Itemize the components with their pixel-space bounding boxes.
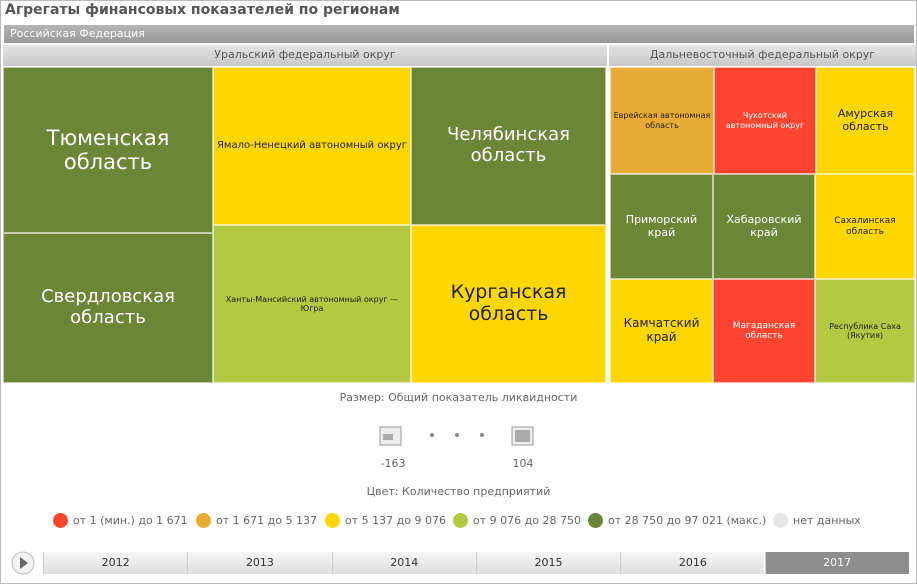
treemap-tile[interactable]: Республика Саха (Якутия) xyxy=(815,279,915,383)
treemap-tile[interactable]: Челябинская область xyxy=(411,67,606,225)
year-cell[interactable]: 2015 xyxy=(475,552,621,574)
legend-swatch xyxy=(196,513,211,528)
treemap-tile[interactable]: Амурская область xyxy=(816,67,915,174)
group-header[interactable]: Дальневосточный федеральный округ xyxy=(609,45,916,66)
legend-item[interactable]: от 1 671 до 5 137 xyxy=(196,513,317,528)
page-title: Агрегаты финансовых показателей по регио… xyxy=(5,2,400,18)
treemap-tile[interactable]: Ханты-Мансийский автономный округ — Югра xyxy=(213,225,411,383)
legend-label: от 1 671 до 5 137 xyxy=(216,514,317,527)
legend-item[interactable]: от 9 076 до 28 750 xyxy=(453,513,581,528)
treemap-tile[interactable]: Приморский край xyxy=(610,174,713,279)
legend-label: от 9 076 до 28 750 xyxy=(473,514,581,527)
legend-swatch xyxy=(773,513,788,528)
play-button[interactable] xyxy=(11,551,37,577)
root-bar[interactable]: Российская Федерация xyxy=(4,25,914,43)
legend-item[interactable]: от 5 137 до 9 076 xyxy=(325,513,446,528)
size-legend-title: Размер: Общий показатель ликвидности xyxy=(339,391,578,404)
year-cell[interactable]: 2016 xyxy=(620,552,765,574)
treemap-tile[interactable]: Сахалинская область xyxy=(815,174,915,279)
legend-swatch xyxy=(325,513,340,528)
size-legend-icons xyxy=(379,426,534,446)
legend-label: от 5 137 до 9 076 xyxy=(345,514,446,527)
treemap-tile[interactable]: Ямало-Ненецкий автономный округ xyxy=(213,67,411,225)
legend-label: нет данных xyxy=(793,514,861,527)
treemap-tile[interactable]: Хабаровский край xyxy=(713,174,815,279)
year-cell[interactable]: 2014 xyxy=(331,552,476,574)
treemap-tile[interactable]: Свердловская область xyxy=(3,233,213,383)
year-cell[interactable]: 2013 xyxy=(187,552,332,574)
legend-swatch xyxy=(453,513,468,528)
treemap-tile[interactable]: Тюменская область xyxy=(3,67,213,233)
year-cell[interactable]: 2017 xyxy=(764,552,909,574)
legend-item[interactable]: от 1 (мин.) до 1 671 xyxy=(53,513,188,528)
treemap-tile[interactable]: Магаданская область xyxy=(713,279,815,383)
color-legend-title: Цвет: Количество предприятий xyxy=(366,485,551,498)
size-max: 104 xyxy=(512,457,534,470)
treemap-tile[interactable]: Курганская область xyxy=(411,225,606,383)
legend-item[interactable]: от 28 750 до 97 021 (макс.) xyxy=(588,513,766,528)
treemap-tile[interactable]: Еврейская автономная область xyxy=(610,67,714,174)
size-min: -163 xyxy=(380,457,406,470)
legend-label: от 1 (мин.) до 1 671 xyxy=(73,514,188,527)
legend-label: от 28 750 до 97 021 (макс.) xyxy=(608,514,767,527)
group-header[interactable]: Уральский федеральный округ xyxy=(3,45,607,66)
legend-item[interactable]: нет данных xyxy=(773,513,861,528)
treemap-tile[interactable]: Чукотский автономный округ xyxy=(714,67,816,174)
legend-swatch xyxy=(53,513,68,528)
treemap-tile[interactable]: Камчатский край xyxy=(610,279,713,383)
legend-swatch xyxy=(588,513,603,528)
year-cell[interactable]: 2012 xyxy=(43,552,188,574)
